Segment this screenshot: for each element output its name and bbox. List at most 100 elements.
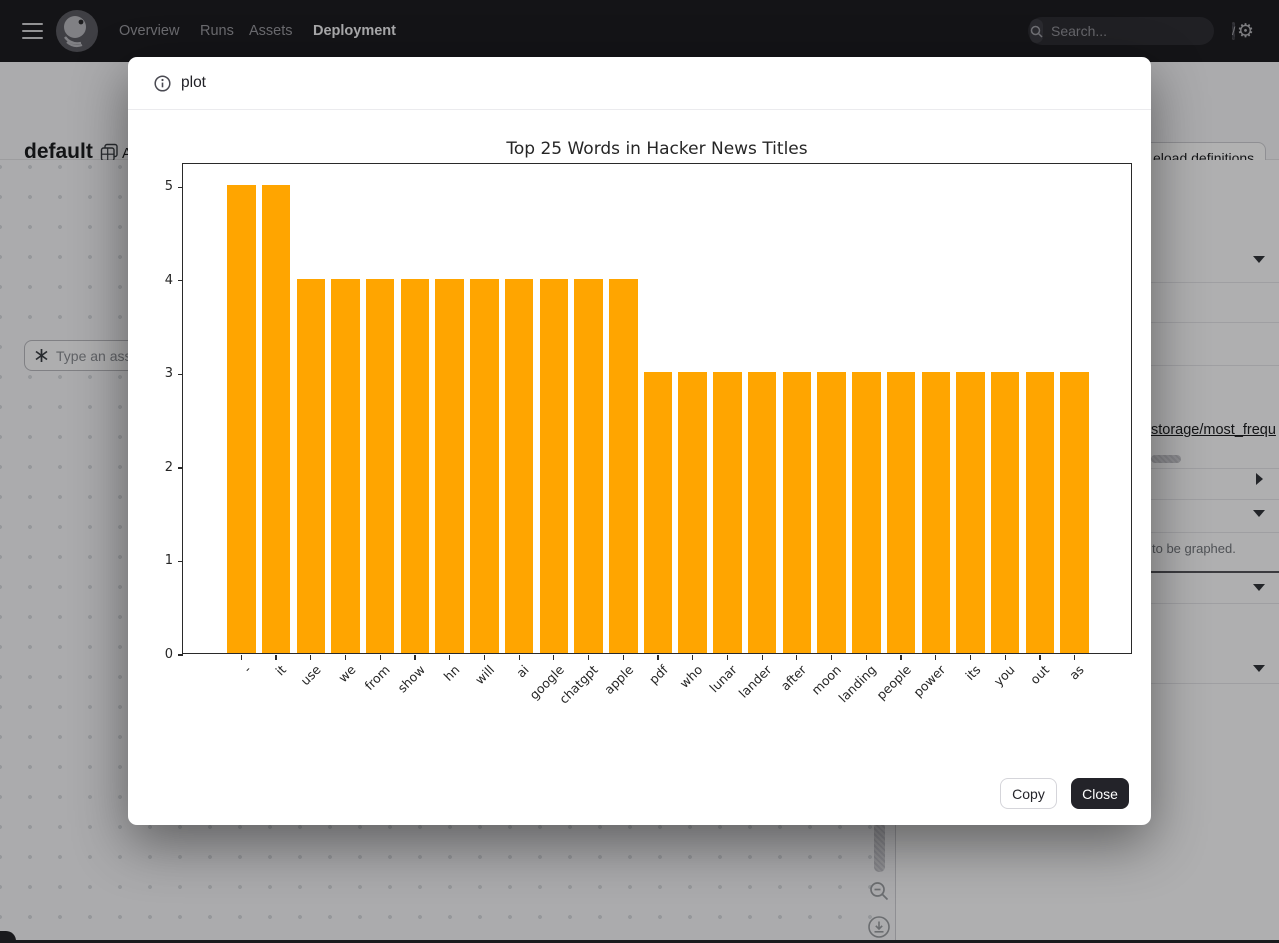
page-title-suffix: A [122,146,132,162]
bar-from [366,278,395,653]
bar-- [227,185,256,653]
x-tick [1074,655,1076,660]
bar-its [956,372,985,653]
x-tick [796,655,798,660]
bar-chatgpt [574,278,603,653]
top-nav: Overview Runs Assets Deployment / ⚙ [0,0,1279,62]
x-tick [275,655,277,660]
x-tick-label: after [777,662,810,694]
bar-apple [609,278,638,653]
chart-title: Top 25 Words in Hacker News Titles [506,139,808,159]
bar-lander [747,372,777,653]
y-tick [178,280,183,282]
x-tick-label: - [240,662,254,676]
metadata-horizontal-scrollbar[interactable] [1151,455,1181,463]
x-tick [692,655,694,660]
plot-modal: plot Top 25 Words in Hacker News Titles … [128,57,1151,825]
x-tick [483,655,485,660]
dagster-logo-icon[interactable] [55,9,99,53]
search-input[interactable] [1043,23,1232,39]
bar-moon [817,372,846,653]
canvas-vertical-scrollbar[interactable] [874,822,885,872]
search-shortcut-badge: / [1232,22,1236,40]
nav-item-deployment[interactable]: Deployment [313,23,396,39]
bar-after [782,372,812,653]
chevron-down-icon[interactable] [1253,510,1265,517]
x-tick-label: will [471,662,498,688]
x-tick [553,655,555,660]
x-tick [969,655,972,660]
x-tick [761,655,763,660]
bar-hn [435,278,464,653]
y-tick-label: 3 [164,366,173,382]
asset-filter-placeholder: Type an ass [56,347,132,364]
info-icon [154,74,171,92]
x-tick-label: its [961,662,984,684]
zoom-out-icon[interactable] [868,880,890,902]
hamburger-menu-icon[interactable] [22,23,43,39]
gear-icon[interactable]: ⚙ [1237,20,1255,42]
y-tick-label: 5 [164,179,173,195]
x-tick [449,655,451,660]
x-tick [587,655,590,660]
x-tick [240,655,242,660]
bar-as [1060,372,1089,653]
y-tick-label: 4 [164,272,173,288]
y-tick [178,186,183,188]
bar-it [261,185,291,653]
bar-will [470,278,499,653]
y-tick [178,654,183,656]
x-tick [518,655,520,660]
chevron-right-icon[interactable] [1256,473,1263,485]
x-tick [344,655,347,660]
modal-header: plot [128,57,1151,110]
x-tick-label: out [1027,662,1053,688]
materialization-path-link[interactable]: storage/most_frequ [1151,422,1276,438]
y-tick-label: 1 [164,553,173,569]
x-tick [865,655,867,660]
x-tick [622,655,624,660]
bar-pdf [643,372,673,653]
modal-title: plot [181,74,206,91]
chevron-down-icon[interactable] [1253,256,1265,263]
x-tick [379,655,381,660]
page-title: default [24,140,93,163]
bar-you [990,372,1020,653]
copy-button[interactable]: Copy [1000,778,1057,809]
x-tick [935,655,937,660]
search-icon [1030,19,1043,43]
bar-who [678,372,707,653]
chevron-down-icon[interactable] [1253,584,1265,591]
bar-people [886,372,916,653]
x-tick-label: from [361,662,393,694]
nav-item-assets[interactable]: Assets [249,23,293,39]
nav-item-runs[interactable]: Runs [200,23,234,39]
x-tick-label: lander [736,662,775,701]
bar-show [400,278,430,653]
close-button[interactable]: Close [1071,778,1129,809]
x-tick-label: landing [835,662,879,706]
x-tick [726,655,729,660]
x-tick [657,655,659,660]
y-tick [178,467,183,469]
x-tick-label: apple [600,662,636,698]
x-tick [310,655,312,660]
plot-area: - it use we from show hn will ai google chatgpt app… [165,163,1132,707]
x-tick-label: ai [513,662,532,681]
chevron-down-icon[interactable] [1253,665,1265,672]
x-tick [831,655,833,660]
bar-google [539,278,569,653]
x-tick [1039,655,1041,660]
download-image-icon[interactable] [867,915,891,939]
global-search[interactable]: / [1028,17,1236,45]
x-tick-label: as [1066,662,1088,683]
x-tick-label: show [394,662,428,696]
bottom-edge-strip [0,940,1279,943]
bar-lunar [713,372,742,653]
x-tick [1004,655,1006,660]
bar-out [1025,372,1055,653]
x-tick-label: it [272,662,289,679]
bar-use [296,278,326,653]
nav-item-overview[interactable]: Overview [119,23,180,39]
